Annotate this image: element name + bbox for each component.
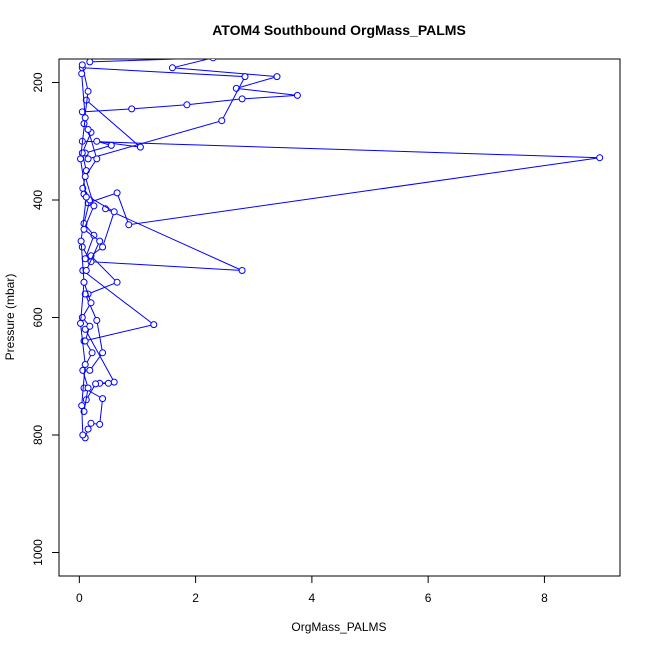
data-point [183,101,191,109]
data-point [86,366,94,374]
data-point [87,299,95,307]
data-point [78,402,86,410]
data-point [82,193,90,201]
data-point [168,64,176,72]
data-point [90,231,98,239]
data-point [136,143,144,151]
data-point [77,319,84,327]
data-point [81,173,89,180]
data-point [81,114,89,122]
data-point [218,117,226,125]
data-point [110,378,118,386]
y-tick-label: 1000 [31,539,45,566]
data-point [77,237,85,245]
data-point [78,243,86,251]
data-point [93,316,101,324]
data-point [78,314,86,321]
data-point [99,349,107,357]
data-point [93,137,101,145]
data-point [150,321,158,329]
data-point [96,420,104,428]
data-point [125,221,133,229]
series-line [82,67,246,160]
y-tick-label: 400 [31,190,45,210]
data-point [113,278,121,286]
series-line [82,59,298,113]
data-point [241,73,249,81]
series-line [84,293,104,371]
plot-area [77,59,604,442]
data-point [209,59,217,62]
x-axis: 0 2 4 6 8 [76,575,548,605]
data-point [81,361,89,368]
chart-title: ATOM4 Southbound OrgMass_PALMS [212,22,466,38]
data-point [107,141,115,149]
data-point [596,154,604,162]
y-tick-label: 800 [31,425,45,445]
x-tick-label: 8 [541,591,548,605]
series-line [79,73,87,436]
data-point [110,208,118,216]
data-point [78,149,86,157]
x-tick-label: 2 [192,591,199,605]
data-point [86,59,94,66]
data-point [81,255,89,263]
y-axis: 200 400 600 800 1000 [31,72,60,566]
data-point [238,95,246,103]
data-point [293,91,301,99]
data-point [273,73,281,81]
y-axis-label: Pressure (mbar) [3,274,17,361]
x-tick-label: 4 [309,591,316,605]
data-point [93,155,101,163]
data-point [77,155,84,163]
data-point [80,408,88,415]
y-tick-label: 600 [31,307,45,327]
data-point [238,267,246,274]
data-point [128,105,136,113]
data-point [82,167,90,175]
data-point [92,380,100,388]
data-point [80,278,88,286]
series-line [83,193,118,295]
data-point [84,425,92,433]
data-point [86,322,94,330]
data-point [82,267,90,274]
data-point [84,155,92,163]
y-tick-label: 200 [31,72,45,92]
data-point [84,126,92,133]
data-point [78,61,86,69]
data-point [88,349,96,357]
x-tick-label: 6 [425,591,432,605]
data-point [78,70,86,78]
data-point [104,379,112,387]
data-point [113,189,121,197]
data-point [96,237,104,245]
data-point [79,431,87,439]
data-point [99,395,107,403]
data-point [80,225,88,233]
data-point [84,384,92,392]
x-axis-label: OrgMass_PALMS [291,620,386,634]
x-tick-label: 0 [76,591,83,605]
data-point [87,419,95,427]
data-point [84,87,92,95]
data-point [90,202,98,210]
data-point [99,243,107,251]
